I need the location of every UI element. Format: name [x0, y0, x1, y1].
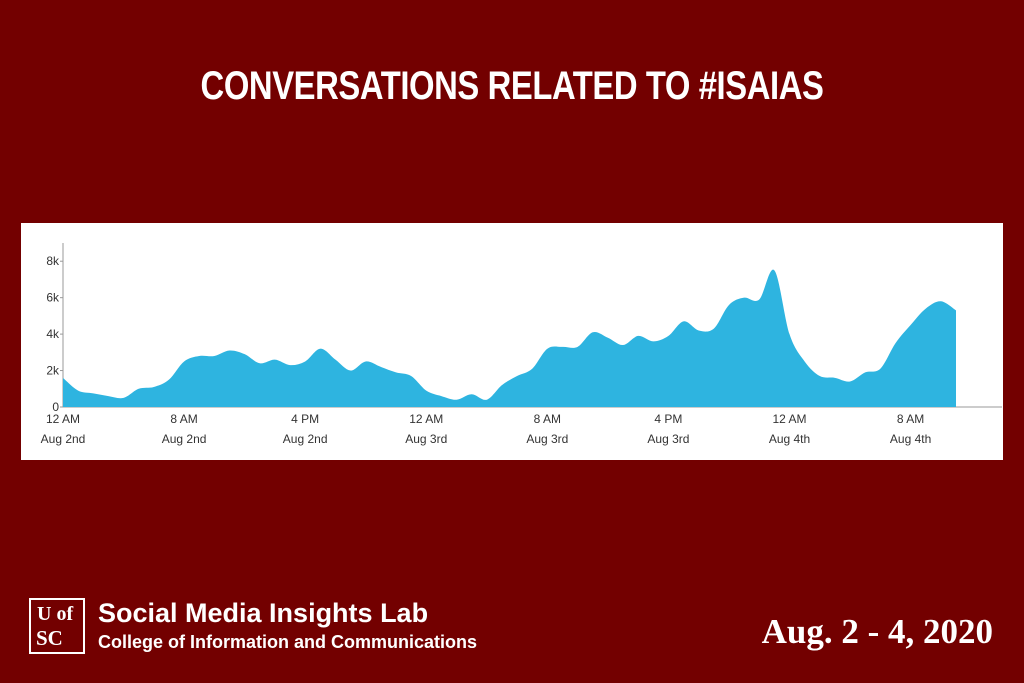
- y-tick-label: 0: [52, 400, 59, 414]
- y-axis: 0 2k 4k 6k 8k: [46, 243, 64, 414]
- x-tick-time-label: 8 AM: [897, 412, 924, 426]
- lab-subtitle: College of Information and Communication…: [98, 632, 478, 652]
- y-tick-label: 8k: [46, 254, 60, 268]
- x-tick-date-label: Aug 3rd: [526, 432, 568, 446]
- x-tick-date-label: Aug 3rd: [405, 432, 447, 446]
- x-tick-date-label: Aug 2nd: [41, 432, 86, 446]
- chart-panel: 0 2k 4k 6k 8k 12 AM Aug 2nd 8 AM Aug 2nd 4 PM Aug…: [21, 223, 1003, 460]
- usc-logo: U of SC: [29, 598, 85, 654]
- x-axis: 12 AM Aug 2nd 8 AM Aug 2nd 4 PM Aug 2nd 12 AM A…: [41, 406, 1002, 446]
- x-tick-time-label: 8 AM: [170, 412, 197, 426]
- x-tick-date-label: Aug 4th: [890, 432, 931, 446]
- logo-top-text: U of: [37, 603, 74, 625]
- y-tick-label: 2k: [46, 364, 60, 378]
- x-tick-time-label: 12 AM: [46, 412, 80, 426]
- y-tick-label: 4k: [46, 327, 60, 341]
- x-tick-time-label: 12 AM: [409, 412, 443, 426]
- chart-title: CONVERSATIONS RELATED TO #ISAIAS: [200, 64, 824, 108]
- x-tick-date-label: Aug 2nd: [283, 432, 328, 446]
- x-tick-time-label: 12 AM: [772, 412, 806, 426]
- logo-bottom-text: SC: [36, 626, 63, 650]
- x-tick-date-label: Aug 2nd: [162, 432, 207, 446]
- x-tick-date-label: Aug 4th: [769, 432, 810, 446]
- x-tick-time-label: 4 PM: [654, 412, 682, 426]
- x-tick-time-label: 8 AM: [534, 412, 561, 426]
- x-tick-time-label: 4 PM: [291, 412, 319, 426]
- x-tick-date-label: Aug 3rd: [647, 432, 689, 446]
- date-range: Aug. 2 - 4, 2020: [761, 612, 993, 651]
- area-chart: 0 2k 4k 6k 8k 12 AM Aug 2nd 8 AM Aug 2nd 4 PM Aug…: [41, 243, 1002, 446]
- lab-name: Social Media Insights Lab: [98, 598, 429, 628]
- series-layer: [63, 269, 956, 407]
- series-area: [63, 269, 956, 407]
- y-tick-label: 6k: [46, 291, 60, 305]
